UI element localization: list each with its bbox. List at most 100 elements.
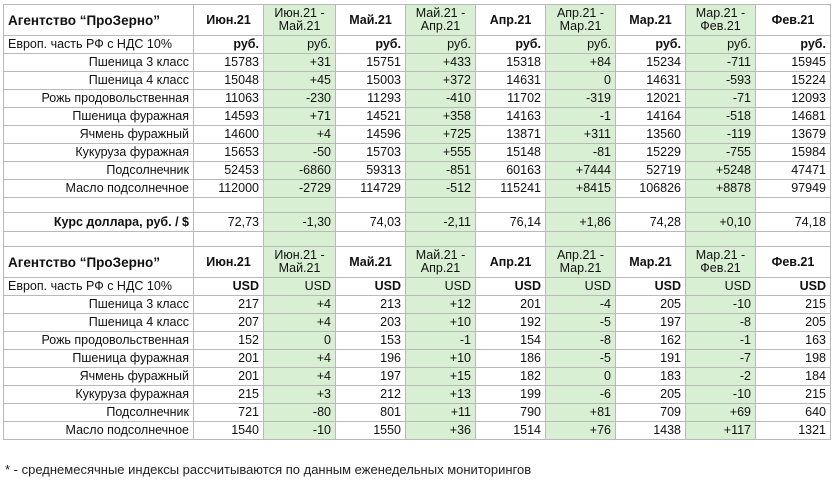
- unit-cell: руб.: [545, 35, 616, 54]
- value-cell: 213: [335, 295, 406, 314]
- change-cell: +4: [263, 349, 336, 368]
- table-row: Масло подсолнечное 112000 -2729 114729 -512 1…: [3, 179, 831, 198]
- column-header: Апр.21: [475, 4, 546, 36]
- value-cell: 15945: [755, 53, 831, 72]
- table-row: Пшеница 4 класс 207 +4 203 +10 192 -5 197 -8 205: [3, 313, 831, 332]
- row-label: Кукуруза фуражная: [3, 143, 194, 162]
- value-cell: 1540: [193, 421, 264, 440]
- column-header: Май.21: [335, 246, 406, 278]
- table-row: Масло подсолнечное 1540 -10 1550 +36 1514 +76 1…: [3, 421, 831, 440]
- value-cell: 721: [193, 403, 264, 422]
- spacer-cell: [615, 231, 686, 247]
- change-cell: +433: [405, 53, 476, 72]
- value-cell: 47471: [755, 161, 831, 180]
- change-cell: +11: [405, 403, 476, 422]
- change-cell: +10: [405, 349, 476, 368]
- value-cell: 74,18: [755, 212, 831, 232]
- column-header: Фев.21: [755, 4, 831, 36]
- value-cell: 182: [475, 367, 546, 386]
- value-cell: 196: [335, 349, 406, 368]
- change-cell: +4: [263, 367, 336, 386]
- value-cell: 15048: [193, 71, 264, 90]
- table-row: Пшеница фуражная 14593 +71 14521 +358 14163 -1…: [3, 107, 831, 126]
- spacer-cell: [193, 231, 264, 247]
- value-cell: 97949: [755, 179, 831, 198]
- column-header: Июн.21 - Май.21: [263, 4, 336, 36]
- change-cell: 0: [545, 71, 616, 90]
- unit-cell: USD: [475, 277, 546, 296]
- value-cell: 801: [335, 403, 406, 422]
- spacer-cell: [263, 197, 336, 213]
- change-cell: +31: [263, 53, 336, 72]
- spacer-cell: [335, 197, 406, 213]
- unit-cell: руб.: [335, 35, 406, 54]
- spacer-cell: [263, 231, 336, 247]
- column-header: Май.21 - Апр.21: [405, 4, 476, 36]
- value-cell: 1438: [615, 421, 686, 440]
- change-cell: +45: [263, 71, 336, 90]
- unit-cell: USD: [615, 277, 686, 296]
- value-cell: 59313: [335, 161, 406, 180]
- value-cell: 115241: [475, 179, 546, 198]
- column-header: Мар.21: [615, 4, 686, 36]
- spacer-cell: [475, 231, 546, 247]
- value-cell: 106826: [615, 179, 686, 198]
- value-cell: 15318: [475, 53, 546, 72]
- value-cell: 197: [335, 367, 406, 386]
- table-row: Подсолнечник 52453 -6860 59313 -851 60163 +744…: [3, 161, 831, 180]
- unit-cell: руб.: [615, 35, 686, 54]
- value-cell: 15653: [193, 143, 264, 162]
- spacer-cell: [193, 197, 264, 213]
- change-cell: -10: [263, 421, 336, 440]
- value-cell: 215: [755, 295, 831, 314]
- change-cell: -2,11: [405, 212, 476, 232]
- value-cell: 15229: [615, 143, 686, 162]
- value-cell: 205: [615, 385, 686, 404]
- value-cell: 198: [755, 349, 831, 368]
- value-cell: 15984: [755, 143, 831, 162]
- spacer-cell: [3, 231, 194, 247]
- row-label: Подсолнечник: [3, 403, 194, 422]
- change-cell: +0,10: [685, 212, 756, 232]
- change-cell: -1,30: [263, 212, 336, 232]
- table-row: Пшеница 3 класс 15783 +31 15751 +433 15318 +84…: [3, 53, 831, 72]
- value-cell: 197: [615, 313, 686, 332]
- value-cell: 13871: [475, 125, 546, 144]
- unit-cell: USD: [685, 277, 756, 296]
- value-cell: 14596: [335, 125, 406, 144]
- price-table-body: Агентство “ПроЗерно” Июн.21 Июн.21 - Май.21…: [3, 4, 831, 440]
- change-cell: +36: [405, 421, 476, 440]
- table-row: Рожь продовольственная 11063 -230 11293 -410…: [3, 89, 831, 108]
- value-cell: 199: [475, 385, 546, 404]
- row-label: Пшеница фуражная: [3, 349, 194, 368]
- change-cell: -711: [685, 53, 756, 72]
- table-row: Рожь продовольственная 152 0 153 -1 154 -8 162-…: [3, 331, 831, 350]
- value-cell: 14163: [475, 107, 546, 126]
- value-cell: 12021: [615, 89, 686, 108]
- change-cell: +4: [263, 295, 336, 314]
- value-cell: 14631: [615, 71, 686, 90]
- change-cell: -2729: [263, 179, 336, 198]
- unit-cell: руб.: [475, 35, 546, 54]
- value-cell: 15783: [193, 53, 264, 72]
- value-cell: 205: [615, 295, 686, 314]
- row-label: Пшеница 4 класс: [3, 313, 194, 332]
- value-cell: 1514: [475, 421, 546, 440]
- value-cell: 201: [475, 295, 546, 314]
- change-cell: +69: [685, 403, 756, 422]
- rub-header-row: Агентство “ПроЗерно” Июн.21 Июн.21 - Май.21…: [3, 4, 831, 36]
- price-table: Агентство “ПроЗерно” Июн.21 Июн.21 - Май.21…: [3, 4, 831, 440]
- change-cell: +8415: [545, 179, 616, 198]
- value-cell: 14593: [193, 107, 264, 126]
- change-cell: +71: [263, 107, 336, 126]
- value-cell: 11702: [475, 89, 546, 108]
- spacer-cell: [615, 197, 686, 213]
- value-cell: 14600: [193, 125, 264, 144]
- value-cell: 162: [615, 331, 686, 350]
- change-cell: -8: [685, 313, 756, 332]
- change-cell: -119: [685, 125, 756, 144]
- rub_section-unit-row: Европ. часть РФ с НДС 10% руб. руб. руб. руб…: [3, 35, 831, 54]
- value-cell: 15703: [335, 143, 406, 162]
- value-cell: 14681: [755, 107, 831, 126]
- change-cell: -10: [685, 295, 756, 314]
